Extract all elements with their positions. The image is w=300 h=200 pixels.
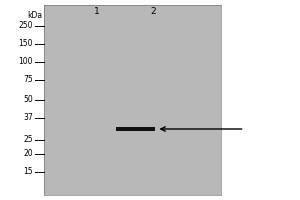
Text: 2: 2 [150,6,156,16]
Text: kDa: kDa [27,10,42,20]
Bar [44,5,220,195]
Bar [116,127,155,131]
Text: 1: 1 [94,6,100,16]
Text: 15: 15 [23,168,33,176]
Text: 37: 37 [23,114,33,122]
Text: 25: 25 [23,136,33,144]
Text: 75: 75 [23,75,33,84]
Text: 50: 50 [23,96,33,104]
Text: 100: 100 [19,58,33,66]
Text: 20: 20 [23,150,33,158]
Text: 250: 250 [19,21,33,30]
Text: 150: 150 [19,40,33,48]
